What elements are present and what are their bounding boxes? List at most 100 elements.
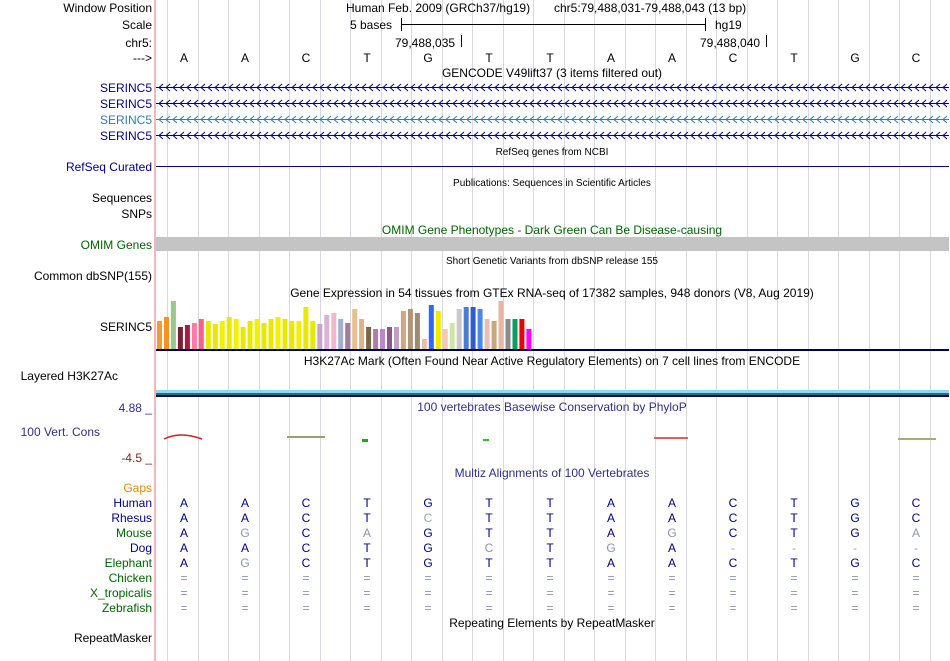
gtex-tissue-bar[interactable] xyxy=(407,309,413,349)
species-label-elephant[interactable]: Elephant xyxy=(104,556,152,570)
h3k27ac-signal-dark[interactable] xyxy=(156,393,949,395)
species-label-rhesus[interactable]: Rhesus xyxy=(111,511,152,525)
species-label-mouse[interactable]: Mouse xyxy=(115,526,152,540)
gtex-tissue-bar[interactable] xyxy=(275,317,281,349)
gtex-tissue-bar[interactable] xyxy=(261,323,267,349)
gtex-tissue-bar[interactable] xyxy=(484,319,490,349)
gtex-tissue-bar[interactable] xyxy=(324,315,330,349)
gtex-tissue-bar[interactable] xyxy=(400,311,406,349)
layered-h3k27ac-label[interactable]: Layered H3K27Ac xyxy=(20,369,118,383)
omim-genes-label[interactable]: OMIM Genes xyxy=(80,238,152,252)
gtex-tissue-bar[interactable] xyxy=(184,325,190,349)
gtex-tissue-bar[interactable] xyxy=(456,309,462,349)
species-label-x_tropicalis[interactable]: X_tropicalis xyxy=(89,586,152,600)
alignment-base: = xyxy=(302,571,310,585)
gtex-tissue-bar[interactable] xyxy=(498,301,504,349)
gtex-tissue-bar[interactable] xyxy=(505,319,511,349)
gtex-tissue-bar[interactable] xyxy=(157,321,162,349)
alignment-base: T xyxy=(790,526,798,540)
gtex-serinc5-label[interactable]: SERINC5 xyxy=(99,320,152,334)
gtex-tissue-bar[interactable] xyxy=(303,307,309,349)
species-label-zebrafish[interactable]: Zebrafish xyxy=(101,601,152,615)
gtex-tissue-bar[interactable] xyxy=(317,324,323,349)
alignment-base: T xyxy=(546,526,554,540)
gtex-tissue-bar[interactable] xyxy=(296,321,302,349)
gtex-tissue-bar[interactable] xyxy=(247,321,253,349)
gtex-tissue-bar[interactable] xyxy=(435,311,441,349)
gencode-transcript-1[interactable] xyxy=(156,82,949,93)
gtex-tissue-bar[interactable] xyxy=(289,321,295,349)
gtex-tissue-bar[interactable] xyxy=(338,319,344,349)
gencode-serinc5-label-2[interactable]: SERINC5 xyxy=(99,97,152,111)
gtex-tissue-bar[interactable] xyxy=(373,329,379,349)
gtex-tissue-bar[interactable] xyxy=(268,319,274,349)
alignment-base: = xyxy=(668,601,676,615)
gtex-tissue-bar[interactable] xyxy=(170,301,176,349)
base-letter: T xyxy=(790,51,798,65)
common-dbsnp-label[interactable]: Common dbSNP(155) xyxy=(33,269,152,283)
gtex-tissue-bar[interactable] xyxy=(205,321,211,349)
base-letter: A xyxy=(179,51,188,65)
omim-gene-bar[interactable] xyxy=(156,237,949,251)
gtex-tissue-bar[interactable] xyxy=(470,307,476,349)
gtex-tissue-bar[interactable] xyxy=(428,305,434,349)
alignment-base: = xyxy=(424,571,432,585)
gtex-tissue-bar[interactable] xyxy=(226,317,232,349)
gtex-tissue-bar[interactable] xyxy=(212,324,218,349)
gencode-transcript-2[interactable] xyxy=(156,98,949,109)
gtex-tissue-bar[interactable] xyxy=(164,317,169,349)
species-label-chicken[interactable]: Chicken xyxy=(108,571,152,585)
vert-cons-label[interactable]: 100 Vert. Cons xyxy=(20,425,100,439)
alignment-base: = xyxy=(485,586,493,600)
gtex-tissue-bar[interactable] xyxy=(387,327,392,349)
gencode-serinc5-label-3[interactable]: SERINC5 xyxy=(99,113,152,127)
coordinate-right: 79,488,040 xyxy=(700,36,761,50)
gencode-serinc5-label-4[interactable]: SERINC5 xyxy=(99,129,152,143)
alignment-base: A xyxy=(179,541,188,555)
gtex-tissue-bar[interactable] xyxy=(191,323,197,349)
gencode-transcript-3[interactable] xyxy=(156,114,949,125)
gtex-tissue-bar[interactable] xyxy=(512,319,518,349)
gtex-tissue-bar[interactable] xyxy=(198,319,204,349)
refseq-curated-label[interactable]: RefSeq Curated xyxy=(65,160,152,174)
base-letter: C xyxy=(728,51,738,65)
gtex-expression-chart[interactable] xyxy=(156,298,556,350)
species-label-dog[interactable]: Dog xyxy=(129,541,152,555)
phylop-conservation-plot[interactable] xyxy=(156,430,949,444)
gtex-tissue-bar[interactable] xyxy=(491,321,497,349)
gtex-tissue-bar[interactable] xyxy=(414,313,420,349)
gtex-tissue-bar[interactable] xyxy=(240,327,246,349)
species-label-human[interactable]: Human xyxy=(113,496,152,510)
gtex-tissue-bar[interactable] xyxy=(352,309,358,349)
gtex-tissue-bar[interactable] xyxy=(254,319,260,349)
gtex-tissue-bar[interactable] xyxy=(526,329,532,349)
alignment-base: T xyxy=(546,556,554,570)
refseq-transcript-line[interactable] xyxy=(156,166,949,167)
gtex-tissue-bar[interactable] xyxy=(366,327,372,349)
gtex-tissue-bar[interactable] xyxy=(177,327,183,349)
sequences-label[interactable]: Sequences xyxy=(91,191,152,205)
gtex-tissue-bar[interactable] xyxy=(394,327,399,349)
gtex-tissue-bar[interactable] xyxy=(463,307,469,349)
gtex-tissue-bar[interactable] xyxy=(477,309,483,349)
gtex-tissue-bar[interactable] xyxy=(449,323,455,349)
gtex-tissue-bar[interactable] xyxy=(519,319,525,349)
gtex-tissue-bar[interactable] xyxy=(345,323,351,349)
gtex-tissue-bar[interactable] xyxy=(380,329,385,349)
gtex-tissue-bar[interactable] xyxy=(359,319,365,349)
gtex-tissue-bar[interactable] xyxy=(282,319,288,349)
gtex-tissue-bar[interactable] xyxy=(421,339,427,349)
alignment-base: C xyxy=(301,541,311,555)
gtex-tissue-bar[interactable] xyxy=(310,321,316,349)
snps-label[interactable]: SNPs xyxy=(121,207,152,221)
base-letter: A xyxy=(667,51,676,65)
gtex-tissue-bar[interactable] xyxy=(219,321,225,349)
gencode-serinc5-label-1[interactable]: SERINC5 xyxy=(99,81,152,95)
gtex-tissue-bar[interactable] xyxy=(442,329,448,349)
gtex-tissue-bar[interactable] xyxy=(331,313,337,349)
h3k27ac-signal-light[interactable] xyxy=(156,390,949,393)
repeatmasker-label[interactable]: RepeatMasker xyxy=(73,631,152,645)
gtex-tissue-bar[interactable] xyxy=(233,319,239,349)
gridline xyxy=(899,0,900,661)
gencode-transcript-4[interactable] xyxy=(156,130,949,141)
